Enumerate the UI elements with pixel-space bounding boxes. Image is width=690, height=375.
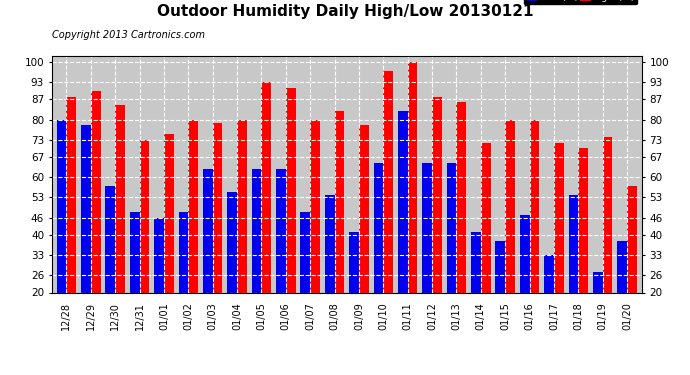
Bar xyxy=(578,148,588,350)
Bar xyxy=(154,217,164,350)
Bar xyxy=(349,232,359,350)
Bar xyxy=(81,125,91,350)
Bar xyxy=(432,97,442,350)
Bar xyxy=(408,62,417,350)
Bar xyxy=(203,169,213,350)
Bar xyxy=(130,212,139,350)
Bar xyxy=(179,212,188,350)
Text: Copyright 2013 Cartronics.com: Copyright 2013 Cartronics.com xyxy=(52,30,205,40)
Bar xyxy=(495,241,505,350)
Bar xyxy=(593,272,602,350)
Bar xyxy=(310,120,320,350)
Bar xyxy=(627,186,637,350)
Bar xyxy=(446,163,456,350)
Bar xyxy=(91,91,101,350)
Bar xyxy=(164,134,174,350)
Bar xyxy=(139,140,149,350)
Bar xyxy=(569,195,578,350)
Bar xyxy=(602,137,613,350)
Bar xyxy=(505,120,515,350)
Bar xyxy=(237,120,247,350)
Bar xyxy=(335,111,344,350)
Bar xyxy=(106,186,115,350)
Bar xyxy=(276,169,286,350)
Bar xyxy=(544,255,554,350)
Bar xyxy=(373,163,383,350)
Bar xyxy=(481,142,491,350)
Bar xyxy=(529,120,540,350)
Bar xyxy=(325,195,335,350)
Bar xyxy=(554,142,564,350)
Bar xyxy=(422,163,432,350)
Bar xyxy=(520,215,529,350)
Bar xyxy=(262,82,271,350)
Bar xyxy=(300,212,310,350)
Bar xyxy=(66,97,76,350)
Bar xyxy=(456,102,466,350)
Bar xyxy=(115,105,125,350)
Bar xyxy=(188,120,198,350)
Text: Outdoor Humidity Daily High/Low 20130121: Outdoor Humidity Daily High/Low 20130121 xyxy=(157,4,533,19)
Bar xyxy=(213,123,222,350)
Bar xyxy=(286,88,295,350)
Legend: Low  (%), High  (%): Low (%), High (%) xyxy=(524,0,637,4)
Bar xyxy=(398,111,408,350)
Bar xyxy=(383,70,393,350)
Bar xyxy=(471,232,481,350)
Bar xyxy=(57,120,66,350)
Bar xyxy=(227,192,237,350)
Bar xyxy=(359,125,368,350)
Bar xyxy=(252,169,262,350)
Bar xyxy=(618,241,627,350)
